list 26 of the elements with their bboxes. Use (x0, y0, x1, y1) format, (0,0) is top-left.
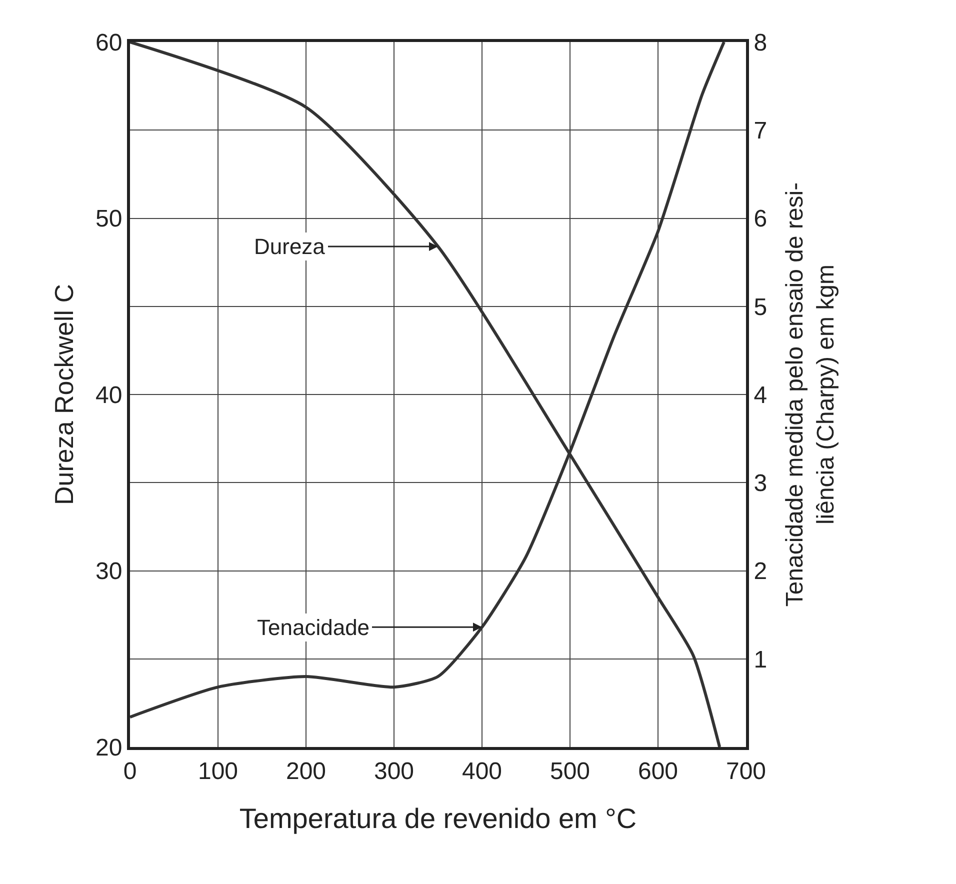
x-tick-label: 700 (726, 758, 766, 785)
y2-tick-label: 1 (754, 646, 768, 674)
x-tick-label: 600 (638, 758, 678, 785)
x-axis-title: Temperatura de revenido em °C (239, 802, 637, 834)
y-tick-label: 40 (95, 382, 122, 409)
y-tick-label: 50 (95, 206, 122, 233)
annotation: Dureza (254, 234, 326, 259)
y-axis-title: Dureza Rockwell C (48, 284, 79, 506)
y2-tick-label: 5 (754, 294, 768, 321)
x-tick-label: 400 (462, 758, 502, 785)
x-tick-label: 500 (550, 758, 590, 785)
x-tick-label: 300 (374, 758, 414, 785)
y-tick-label: 60 (95, 29, 122, 56)
x-tick-label: 0 (123, 758, 137, 785)
x-tick-label: 200 (286, 758, 326, 785)
y2-axis-title: Tenacidade medida pelo ensaio de resi- liência (Charpy) em kgm (781, 182, 840, 607)
x-tick-label: 100 (198, 758, 238, 785)
y2-tick-label: 6 (754, 206, 768, 233)
y2-tick-label: 8 (754, 29, 768, 56)
y2-tick-label: 3 (754, 470, 768, 498)
y-tick-label: 20 (95, 734, 122, 762)
y-tick-label: 30 (95, 558, 122, 586)
annotation: Tenacidade (257, 615, 370, 640)
y2-tick-label: 4 (754, 382, 768, 409)
y2-tick-label: 7 (754, 118, 768, 145)
y2-tick-label: 2 (754, 558, 768, 586)
